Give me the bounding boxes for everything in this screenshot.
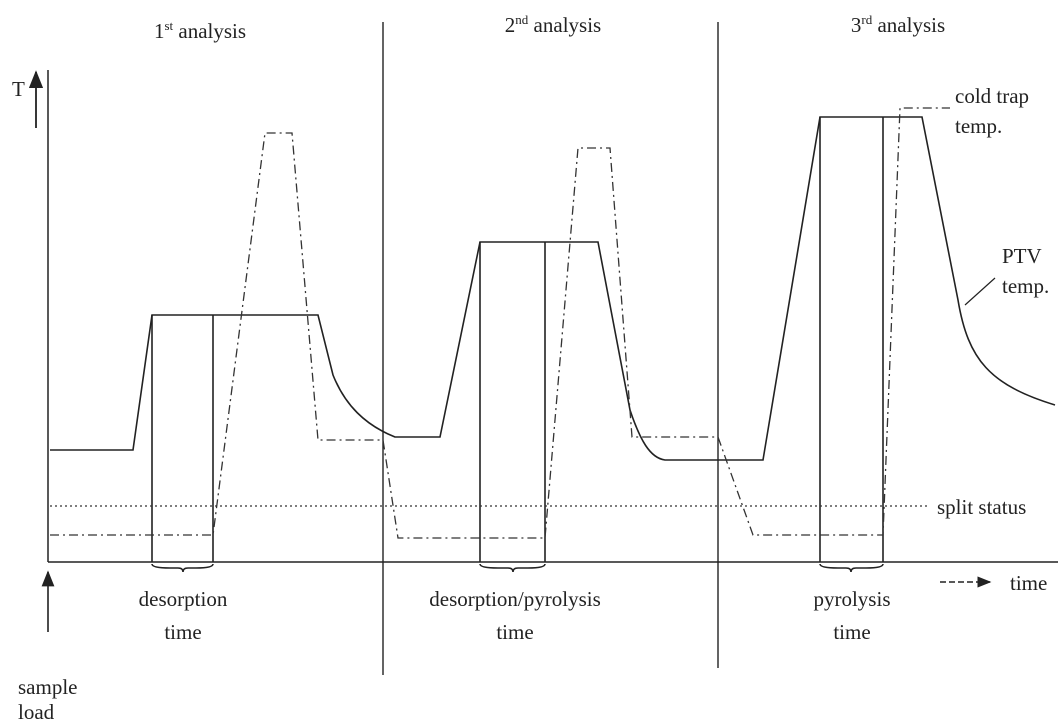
window-label: desorption/pyrolysis: [429, 587, 601, 611]
brace: [479, 563, 546, 573]
start-label: sample: [18, 675, 77, 699]
window-label: time: [496, 620, 533, 644]
curve-label: temp.: [1002, 274, 1049, 298]
window-label: time: [833, 620, 870, 644]
window-label: time: [164, 620, 201, 644]
curve-label: split status: [937, 495, 1026, 519]
curve-label: cold trap: [955, 84, 1029, 108]
start-label: load: [18, 700, 55, 724]
curve-label: PTV: [1002, 244, 1042, 268]
leader: [964, 277, 996, 306]
x-label: time: [1010, 571, 1047, 595]
cold-trap-curve: [50, 107, 950, 539]
curve-label: temp.: [955, 114, 1002, 138]
y-label: T: [12, 77, 25, 101]
window-label: pyrolysis: [813, 587, 890, 611]
brace: [151, 563, 214, 573]
analysis-title: 2nd analysis: [505, 12, 601, 37]
window-label: desorption: [139, 587, 228, 611]
window-edges: [151, 117, 884, 562]
ptv-curve: [50, 116, 1056, 461]
analysis-title: 1st analysis: [154, 18, 246, 43]
analysis-title: 3rd analysis: [851, 12, 945, 37]
brace: [819, 563, 884, 573]
